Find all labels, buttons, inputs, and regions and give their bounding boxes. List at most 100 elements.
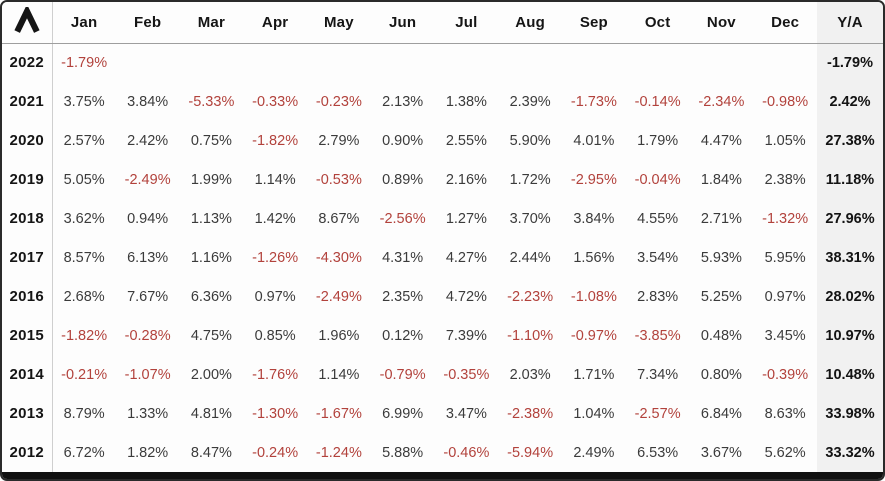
logo-cell bbox=[2, 2, 53, 44]
yearly-return-cell: 11.18% bbox=[817, 160, 883, 199]
return-cell: -0.39% bbox=[762, 366, 809, 383]
table-row: 2012 6.72% 1.82% 8.47% -0.24% -1.24% 5.88% -0.4… bbox=[2, 433, 883, 472]
year-label: 2016 bbox=[2, 277, 53, 316]
yearly-return-cell: 27.96% bbox=[817, 199, 883, 238]
return-cell: 0.97% bbox=[764, 288, 806, 305]
return-cell: 0.12% bbox=[382, 327, 424, 344]
return-cell: 7.39% bbox=[445, 327, 487, 344]
return-cell: -2.38% bbox=[507, 405, 554, 422]
return-cell: 4.81% bbox=[190, 405, 232, 422]
return-cell: -1.32% bbox=[762, 210, 809, 227]
table-row: 2017 8.57% 6.13% 1.16% -1.26% -4.30% 4.31% 4.27… bbox=[2, 238, 883, 277]
return-cell: 4.01% bbox=[573, 132, 615, 149]
return-cell: 3.84% bbox=[127, 93, 169, 110]
return-cell: -0.33% bbox=[252, 93, 299, 110]
return-cell: -2.49% bbox=[315, 288, 362, 305]
return-cell: 1.82% bbox=[127, 444, 169, 461]
return-cell: -2.23% bbox=[507, 288, 554, 305]
year-label: 2018 bbox=[2, 199, 53, 238]
return-cell: 5.93% bbox=[700, 249, 742, 266]
year-label: 2012 bbox=[2, 433, 53, 472]
return-cell: -1.24% bbox=[315, 444, 362, 461]
return-cell: 0.75% bbox=[190, 132, 232, 149]
return-cell: 2.39% bbox=[509, 93, 551, 110]
table-row: 2015 -1.82% -0.28% 4.75% 0.85% 1.96% 0.12% 7.39… bbox=[2, 316, 883, 355]
return-cell: 2.83% bbox=[637, 288, 679, 305]
return-cell: -0.46% bbox=[443, 444, 490, 461]
return-cell: 0.97% bbox=[254, 288, 296, 305]
return-cell: 2.68% bbox=[63, 288, 105, 305]
return-cell: -1.07% bbox=[124, 366, 171, 383]
return-cell bbox=[116, 43, 180, 82]
return-cell: 2.35% bbox=[382, 288, 424, 305]
return-cell bbox=[371, 43, 435, 82]
year-label: 2017 bbox=[2, 238, 53, 277]
year-label: 2013 bbox=[2, 394, 53, 433]
return-cell: -5.94% bbox=[507, 444, 554, 461]
return-cell: 3.45% bbox=[764, 327, 806, 344]
return-cell: 2.13% bbox=[382, 93, 424, 110]
return-cell bbox=[626, 43, 690, 82]
return-cell: 4.27% bbox=[445, 249, 487, 266]
return-cell: 5.62% bbox=[764, 444, 806, 461]
return-cell: 4.55% bbox=[637, 210, 679, 227]
table-row: 2014 -0.21% -1.07% 2.00% -1.76% 1.14% -0.79% -0… bbox=[2, 355, 883, 394]
return-cell: 1.27% bbox=[445, 210, 487, 227]
return-cell: 7.34% bbox=[637, 366, 679, 383]
return-cell: 4.75% bbox=[190, 327, 232, 344]
return-cell: 1.42% bbox=[254, 210, 296, 227]
return-cell: 1.16% bbox=[190, 249, 232, 266]
return-cell: -1.10% bbox=[507, 327, 554, 344]
return-cell: 8.57% bbox=[63, 249, 105, 266]
return-cell: 5.05% bbox=[63, 171, 105, 188]
return-cell bbox=[753, 43, 817, 82]
return-cell: 6.53% bbox=[637, 444, 679, 461]
return-cell: -0.23% bbox=[315, 93, 362, 110]
year-label: 2015 bbox=[2, 316, 53, 355]
return-cell bbox=[180, 43, 244, 82]
return-cell: 2.16% bbox=[445, 171, 487, 188]
return-cell: -0.79% bbox=[379, 366, 426, 383]
column-header-apr: Apr bbox=[243, 2, 307, 44]
column-header-sep: Sep bbox=[562, 2, 626, 44]
return-cell: 1.05% bbox=[764, 132, 806, 149]
return-cell bbox=[435, 43, 499, 82]
table-row: 2021 3.75% 3.84% -5.33% -0.33% -0.23% 2.13% 1.3… bbox=[2, 82, 883, 121]
return-cell: 2.71% bbox=[700, 210, 742, 227]
table-row: 2022 -1.79% -1.79% bbox=[2, 43, 883, 82]
return-cell: -1.76% bbox=[252, 366, 299, 383]
yearly-return-cell: 2.42% bbox=[817, 82, 883, 121]
table-row: 2013 8.79% 1.33% 4.81% -1.30% -1.67% 6.99% 3.47… bbox=[2, 394, 883, 433]
return-cell: 3.84% bbox=[573, 210, 615, 227]
return-cell: 8.63% bbox=[764, 405, 806, 422]
year-label: 2020 bbox=[2, 121, 53, 160]
return-cell: 3.54% bbox=[637, 249, 679, 266]
return-cell: 1.14% bbox=[254, 171, 296, 188]
return-cell: 3.67% bbox=[700, 444, 742, 461]
return-cell: -0.28% bbox=[124, 327, 171, 344]
return-cell: 2.44% bbox=[509, 249, 551, 266]
yearly-return-cell: 38.31% bbox=[817, 238, 883, 277]
brand-logo-icon[interactable] bbox=[12, 6, 42, 34]
return-cell: 1.13% bbox=[190, 210, 232, 227]
year-label: 2019 bbox=[2, 160, 53, 199]
return-cell: -5.33% bbox=[188, 93, 235, 110]
return-cell: 6.72% bbox=[63, 444, 105, 461]
return-cell: -2.34% bbox=[698, 93, 745, 110]
return-cell: 6.36% bbox=[190, 288, 232, 305]
return-cell: 1.99% bbox=[190, 171, 232, 188]
return-cell: 6.13% bbox=[127, 249, 169, 266]
table-row: 2019 5.05% -2.49% 1.99% 1.14% -0.53% 0.89% 2.16… bbox=[2, 160, 883, 199]
return-cell: -2.57% bbox=[634, 405, 681, 422]
table-header-row: Jan Feb Mar Apr May Jun Jul Aug Sep Oct Nov Dec Y/A bbox=[2, 2, 883, 44]
return-cell: 2.55% bbox=[445, 132, 487, 149]
return-cell: -1.08% bbox=[570, 288, 617, 305]
yearly-return-cell: 28.02% bbox=[817, 277, 883, 316]
column-header-dec: Dec bbox=[753, 2, 817, 44]
return-cell: -0.21% bbox=[61, 366, 108, 383]
return-cell: -0.04% bbox=[634, 171, 681, 188]
return-cell: 3.47% bbox=[445, 405, 487, 422]
yearly-return-cell: 27.38% bbox=[817, 121, 883, 160]
return-cell: 1.56% bbox=[573, 249, 615, 266]
